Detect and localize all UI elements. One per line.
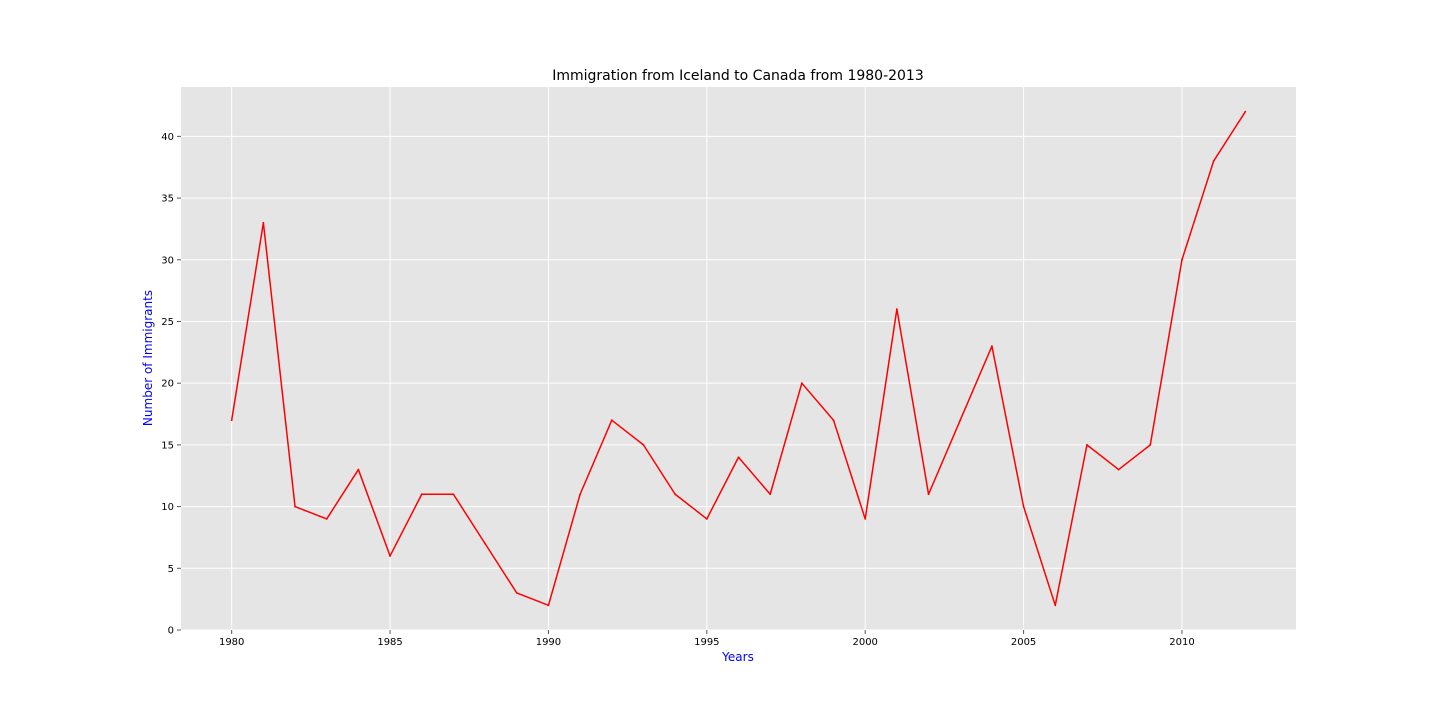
data-point <box>1054 604 1057 607</box>
series-layer <box>230 110 1247 607</box>
y-tick-label: 0 <box>168 626 174 637</box>
y-tick-label: 30 <box>161 255 174 266</box>
x-tick-label: 2010 <box>1169 637 1194 648</box>
data-point <box>515 592 518 594</box>
data-point <box>547 604 550 607</box>
data-point <box>642 443 645 446</box>
x-tick-label: 1985 <box>377 637 402 648</box>
y-axis-label: Number of Immigrants <box>141 290 155 426</box>
data-point <box>674 493 677 496</box>
data-point <box>927 493 930 496</box>
y-tick-label: 35 <box>161 194 174 205</box>
y-tick-label: 15 <box>161 440 174 451</box>
data-point <box>610 419 613 422</box>
y-tick-label: 40 <box>161 132 174 143</box>
y-tick-label: 20 <box>161 379 174 390</box>
data-point <box>262 221 265 224</box>
x-tick-label: 2005 <box>1011 637 1036 648</box>
x-tick-label: 1990 <box>536 637 561 648</box>
data-point <box>991 345 993 348</box>
data-point <box>1212 160 1215 162</box>
x-axis-label: Years <box>721 650 754 664</box>
data-point <box>1117 468 1120 471</box>
x-tick-label: 1995 <box>694 637 719 648</box>
data-point <box>864 518 867 520</box>
data-point <box>294 505 296 508</box>
data-point <box>579 493 582 496</box>
data-point <box>1086 443 1088 446</box>
data-point <box>230 419 233 422</box>
y-tick-label: 25 <box>161 317 174 328</box>
data-point <box>420 493 423 496</box>
data-point <box>1181 258 1183 261</box>
x-tick-label: 1980 <box>219 637 244 648</box>
data-point <box>357 468 360 471</box>
data-point <box>484 542 486 545</box>
data-point <box>832 419 835 422</box>
grid <box>181 87 1296 631</box>
plot-background <box>181 87 1296 630</box>
data-point <box>1022 505 1025 508</box>
data-point <box>959 419 962 422</box>
data-point <box>769 493 772 496</box>
x-tick-label: 2000 <box>852 637 877 648</box>
y-tick-label: 10 <box>161 502 174 513</box>
data-point <box>705 518 708 520</box>
data-point <box>800 382 803 385</box>
chart-title: Immigration from Iceland to Canada from … <box>552 68 924 84</box>
data-point <box>1149 443 1152 446</box>
y-tick-label: 5 <box>168 564 174 575</box>
data-point <box>325 518 328 520</box>
data-point <box>389 555 391 557</box>
tick-layer: 1980 1985 1990 1995 2000 2005 2010 0 5 10 15 20 25 30… <box>161 132 1194 648</box>
data-point <box>452 493 455 496</box>
data-point <box>737 456 740 459</box>
data-point <box>1244 110 1247 113</box>
data-point <box>895 308 898 311</box>
